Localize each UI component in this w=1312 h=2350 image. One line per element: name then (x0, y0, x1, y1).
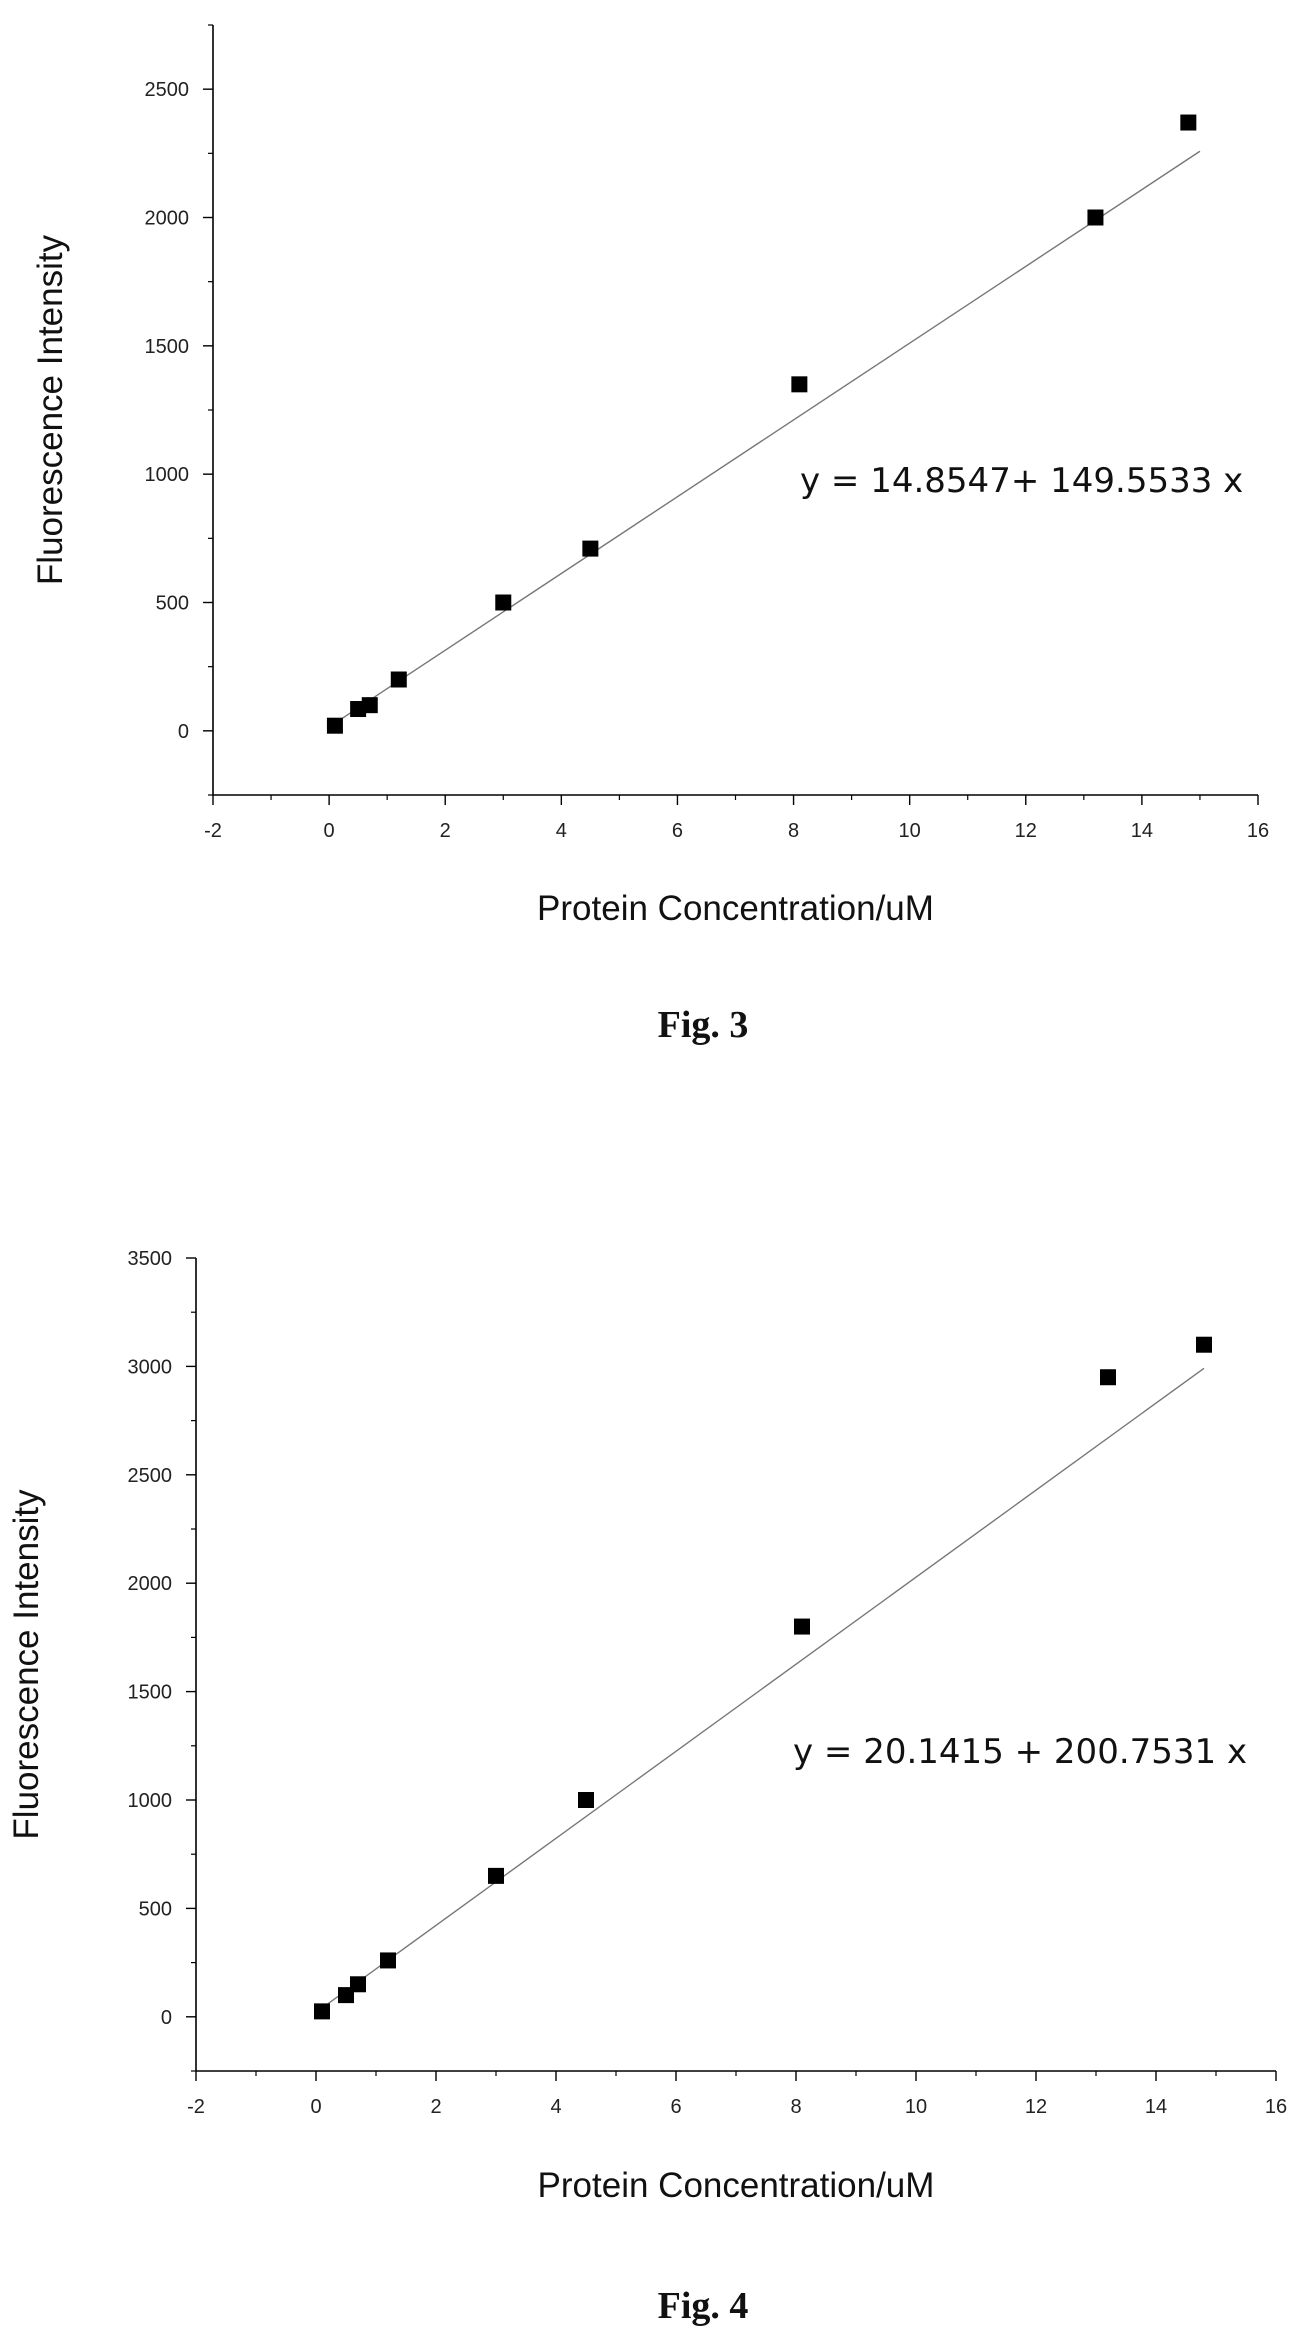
figure-caption: Fig. 4 (658, 2285, 749, 2327)
data-point (380, 1952, 396, 1969)
x-tick-label: 16 (1247, 820, 1269, 842)
y-tick-label: 1000 (128, 1790, 173, 1812)
x-tick-label: 10 (905, 2096, 927, 2118)
data-point (582, 540, 599, 557)
x-tick-label: 2 (440, 820, 451, 842)
y-tick-label: 1500 (145, 336, 190, 358)
data-point (1100, 1369, 1116, 1386)
data-point (791, 376, 808, 393)
data-point (361, 697, 378, 714)
x-tick-label: 4 (556, 820, 567, 842)
data-point (326, 717, 343, 734)
y-tick-label: 500 (139, 1898, 172, 1920)
y-tick-label: 500 (156, 593, 189, 615)
data-point (1087, 209, 1104, 226)
chart-fig-3: -2 0 2 4 6 8 10 12 14 16 0 500 1000 1500 2000 2500 y = 1… (31, 24, 1269, 1046)
data-point (794, 1618, 810, 1635)
x-tick-label: 14 (1131, 820, 1153, 842)
data-point (350, 1976, 366, 1993)
x-tick-label: 10 (899, 820, 921, 842)
x-tick-label: 12 (1025, 2096, 1047, 2118)
y-tick-label: 3500 (128, 1248, 173, 1270)
y-tick-label: 2500 (128, 1465, 173, 1487)
x-tick-label: -2 (187, 2096, 205, 2118)
y-tick-label: 1500 (128, 1682, 173, 1704)
y-tick-label: 0 (178, 721, 189, 743)
data-point (495, 594, 512, 611)
y-tick-label: 2000 (145, 208, 190, 230)
x-tick-label: 4 (550, 2096, 561, 2118)
x-tick-label: 8 (790, 2096, 801, 2118)
fit-equation: y = 14.8547+ 149.5533 x (800, 461, 1243, 501)
x-tick-label: 0 (324, 820, 335, 842)
x-tick-label: 16 (1265, 2096, 1287, 2118)
data-point (390, 671, 407, 688)
x-axis-title: Protein Concentration/uM (537, 889, 934, 928)
x-axis-title: Protein Concentration/uM (538, 2166, 935, 2205)
data-point (1180, 114, 1197, 131)
fit-equation: y = 20.1415 + 200.7531 x (793, 1732, 1247, 1772)
x-tick-label: 8 (788, 820, 799, 842)
y-tick-label: 2500 (145, 79, 190, 101)
fit-line (321, 1367, 1205, 2009)
data-point (578, 1792, 594, 1808)
data-point (1196, 1336, 1212, 1353)
x-tick-label: 6 (670, 2096, 681, 2118)
figure-caption: Fig. 3 (658, 1004, 749, 1046)
y-tick-label: 0 (161, 2007, 172, 2029)
data-point (314, 2003, 330, 2020)
y-tick-label: 3000 (128, 1356, 173, 1378)
y-axis-title: Fluorescence Intensity (31, 234, 70, 585)
x-tick-label: 0 (310, 2096, 321, 2118)
y-axis-title: Fluorescence Intensity (7, 1489, 46, 1840)
y-tick-label: 1000 (145, 464, 190, 486)
x-tick-label: 2 (430, 2096, 441, 2118)
y-tick-label: 2000 (128, 1573, 173, 1595)
data-point (488, 1867, 504, 1884)
x-tick-label: 6 (672, 820, 683, 842)
fit-line (334, 150, 1201, 724)
x-tick-label: -2 (204, 820, 222, 842)
x-tick-label: 14 (1145, 2096, 1167, 2118)
chart-fig-4: -2 0 2 4 6 8 10 12 14 16 0 500 1000 1500 2000 2500 3000 3… (7, 1248, 1287, 2327)
x-tick-label: 12 (1015, 820, 1037, 842)
